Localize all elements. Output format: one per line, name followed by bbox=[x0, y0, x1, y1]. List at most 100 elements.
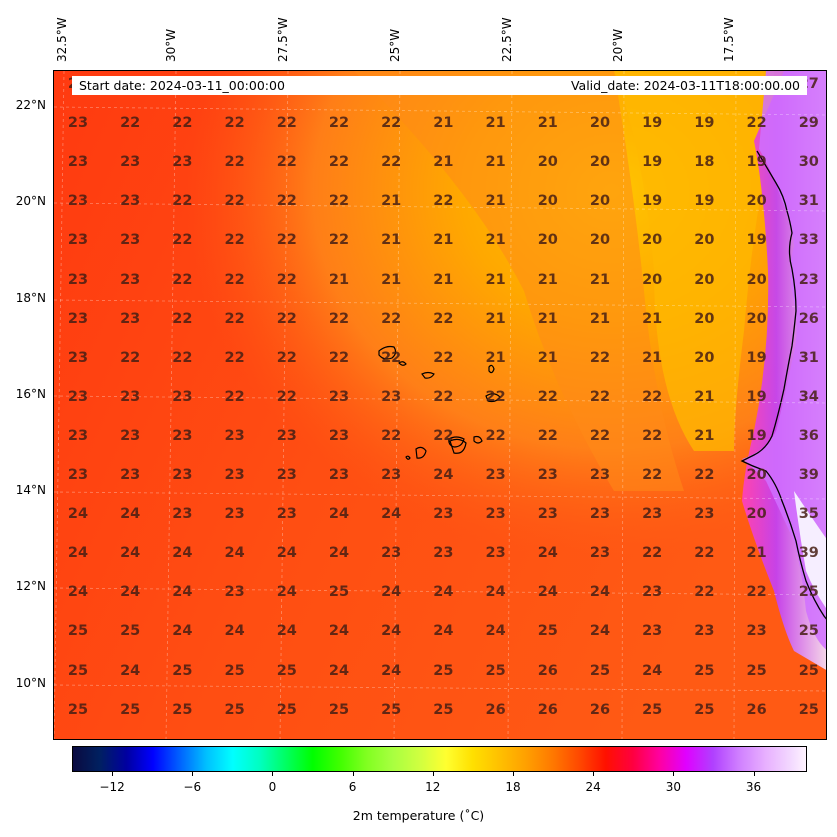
grid-value: 23 bbox=[67, 427, 89, 444]
colorbar-tick bbox=[753, 772, 755, 776]
grid-value: 20 bbox=[642, 232, 663, 249]
grid-value: 23 bbox=[485, 467, 506, 483]
grid-value: 23 bbox=[537, 506, 558, 523]
grid-value: 30 bbox=[798, 154, 819, 171]
grid-value: 22 bbox=[537, 427, 558, 444]
grid-value: 22 bbox=[276, 232, 297, 249]
grid-value: 21 bbox=[433, 271, 454, 288]
grid-value: 25 bbox=[694, 662, 715, 679]
island bbox=[485, 393, 501, 403]
grid-value: 23 bbox=[381, 388, 402, 405]
grid-value: 20 bbox=[694, 310, 715, 327]
grid-value: 23 bbox=[381, 467, 402, 483]
grid-value: 22 bbox=[642, 545, 663, 562]
grid-value: 22 bbox=[381, 310, 402, 327]
grid-value: 23 bbox=[276, 427, 297, 444]
grid-value: 22 bbox=[589, 349, 611, 366]
grid-value: 22 bbox=[224, 193, 245, 210]
grid-value: 22 bbox=[276, 310, 297, 327]
grid-value: 22 bbox=[328, 232, 350, 249]
grid-value: 19 bbox=[746, 349, 767, 366]
temperature-field bbox=[54, 71, 826, 739]
grid-value: 20 bbox=[746, 193, 767, 210]
grid-value: 22 bbox=[433, 349, 454, 366]
grid-value: 24 bbox=[381, 662, 402, 679]
grid-value: 25 bbox=[172, 662, 193, 679]
grid-value: 23 bbox=[381, 545, 402, 562]
grid-value: 25 bbox=[798, 662, 819, 679]
colorbar-tick bbox=[112, 772, 114, 776]
graticule bbox=[54, 71, 826, 739]
grid-value: 24 bbox=[276, 623, 297, 640]
grid-value: 20 bbox=[537, 232, 558, 249]
grid-value: 21 bbox=[642, 310, 663, 327]
grid-value: 21 bbox=[433, 154, 454, 171]
grid-value: 22 bbox=[537, 388, 558, 405]
grid-value: 20 bbox=[746, 506, 767, 523]
grid-value: 22 bbox=[433, 388, 454, 405]
lon-label: 27.5°W bbox=[276, 17, 290, 62]
grid-value: 23 bbox=[276, 467, 297, 483]
grid-value: 23 bbox=[537, 467, 558, 483]
grid-value: 21 bbox=[589, 271, 611, 288]
grid-value: 23 bbox=[642, 506, 663, 523]
grid-value: 22 bbox=[485, 427, 506, 444]
grid-value: 20 bbox=[694, 349, 715, 366]
island bbox=[415, 446, 427, 459]
colorbar-tick bbox=[513, 772, 514, 776]
coastline bbox=[740, 150, 826, 620]
grid-value: 24 bbox=[120, 584, 141, 601]
grid-value: 22 bbox=[328, 193, 350, 210]
grid-value: 24 bbox=[381, 584, 402, 601]
grid-value: 24 bbox=[537, 545, 558, 562]
land-area bbox=[742, 71, 826, 650]
grid-value: 22 bbox=[328, 154, 350, 171]
grid-value: 21 bbox=[537, 349, 558, 366]
grid-value: 22 bbox=[694, 584, 715, 601]
grid-value: 23 bbox=[485, 545, 506, 562]
grid-value: 25 bbox=[798, 584, 819, 601]
grid-value: 21 bbox=[328, 271, 350, 288]
island bbox=[449, 438, 467, 454]
grid-value: 23 bbox=[746, 623, 767, 640]
grid-value: 23 bbox=[67, 467, 89, 483]
grid-value: 24 bbox=[328, 506, 350, 523]
colorbar-tick bbox=[593, 772, 595, 776]
grid-value: 21 bbox=[433, 232, 454, 249]
grid-value: 25 bbox=[172, 701, 193, 718]
grid-value: 22 bbox=[224, 310, 245, 327]
colorbar-tick-label: −6 bbox=[183, 780, 202, 794]
grid-value: 24 bbox=[381, 506, 402, 523]
grid-value: 24 bbox=[328, 623, 350, 640]
colorbar-tick-label: 12 bbox=[425, 780, 441, 794]
grid-value: 18 bbox=[694, 154, 715, 171]
colorbar-tick bbox=[272, 772, 274, 776]
lat-label: 10°N bbox=[15, 676, 46, 690]
grid-value: 19 bbox=[746, 388, 767, 405]
grid-value: 26 bbox=[537, 662, 558, 679]
grid-value: 24 bbox=[67, 545, 89, 562]
grid-value: 21 bbox=[746, 545, 767, 562]
grid-value: 22 bbox=[172, 232, 193, 249]
grid-value: 19 bbox=[642, 154, 663, 171]
lon-label: 17.5°W bbox=[722, 17, 736, 62]
grid-value: 24 bbox=[67, 584, 89, 601]
grid-value: 24 bbox=[276, 584, 297, 601]
grid-value: 25 bbox=[67, 662, 89, 679]
grid-value: 20 bbox=[694, 271, 715, 288]
grid-value: 22 bbox=[224, 115, 245, 132]
grid-value: 23 bbox=[589, 467, 611, 483]
grid-value: 35 bbox=[798, 506, 819, 523]
grid-value: 23 bbox=[328, 427, 350, 444]
grid-value: 24 bbox=[589, 584, 611, 601]
grid-value: 23 bbox=[694, 623, 715, 640]
grid-value: 25 bbox=[381, 701, 402, 718]
grid-value: 19 bbox=[694, 193, 715, 210]
grid-value: 25 bbox=[798, 701, 819, 718]
grid-value: 26 bbox=[589, 701, 611, 718]
grid-value: 19 bbox=[694, 115, 715, 132]
grid-value: 25 bbox=[798, 623, 819, 640]
grid-value: 22 bbox=[276, 271, 297, 288]
grid-value: 24 bbox=[433, 623, 454, 640]
grid-value: 21 bbox=[694, 388, 715, 405]
